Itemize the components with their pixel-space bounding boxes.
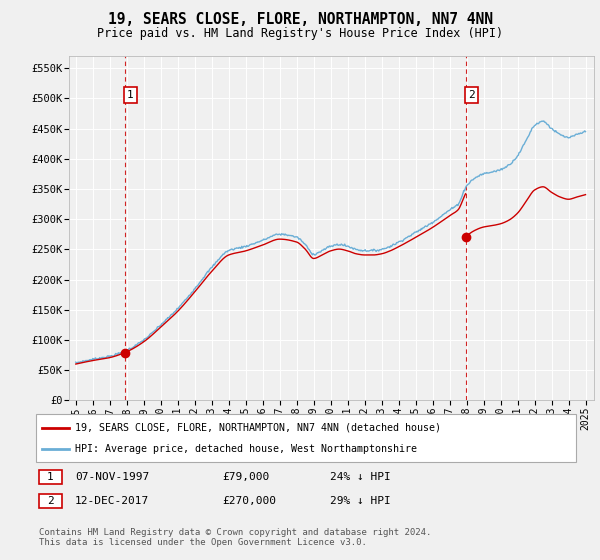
Text: 24% ↓ HPI: 24% ↓ HPI xyxy=(330,472,391,482)
Text: Price paid vs. HM Land Registry's House Price Index (HPI): Price paid vs. HM Land Registry's House … xyxy=(97,27,503,40)
Text: 1: 1 xyxy=(127,90,134,100)
Text: 19, SEARS CLOSE, FLORE, NORTHAMPTON, NN7 4NN: 19, SEARS CLOSE, FLORE, NORTHAMPTON, NN7… xyxy=(107,12,493,27)
Text: £270,000: £270,000 xyxy=(222,496,276,506)
Text: £79,000: £79,000 xyxy=(222,472,269,482)
Text: 07-NOV-1997: 07-NOV-1997 xyxy=(75,472,149,482)
Text: 29% ↓ HPI: 29% ↓ HPI xyxy=(330,496,391,506)
Text: 2: 2 xyxy=(468,90,475,100)
Text: 1: 1 xyxy=(47,472,54,482)
Text: HPI: Average price, detached house, West Northamptonshire: HPI: Average price, detached house, West… xyxy=(75,444,417,454)
Text: 2: 2 xyxy=(47,496,54,506)
Text: 19, SEARS CLOSE, FLORE, NORTHAMPTON, NN7 4NN (detached house): 19, SEARS CLOSE, FLORE, NORTHAMPTON, NN7… xyxy=(75,423,441,433)
Text: 12-DEC-2017: 12-DEC-2017 xyxy=(75,496,149,506)
Text: Contains HM Land Registry data © Crown copyright and database right 2024.
This d: Contains HM Land Registry data © Crown c… xyxy=(39,528,431,547)
